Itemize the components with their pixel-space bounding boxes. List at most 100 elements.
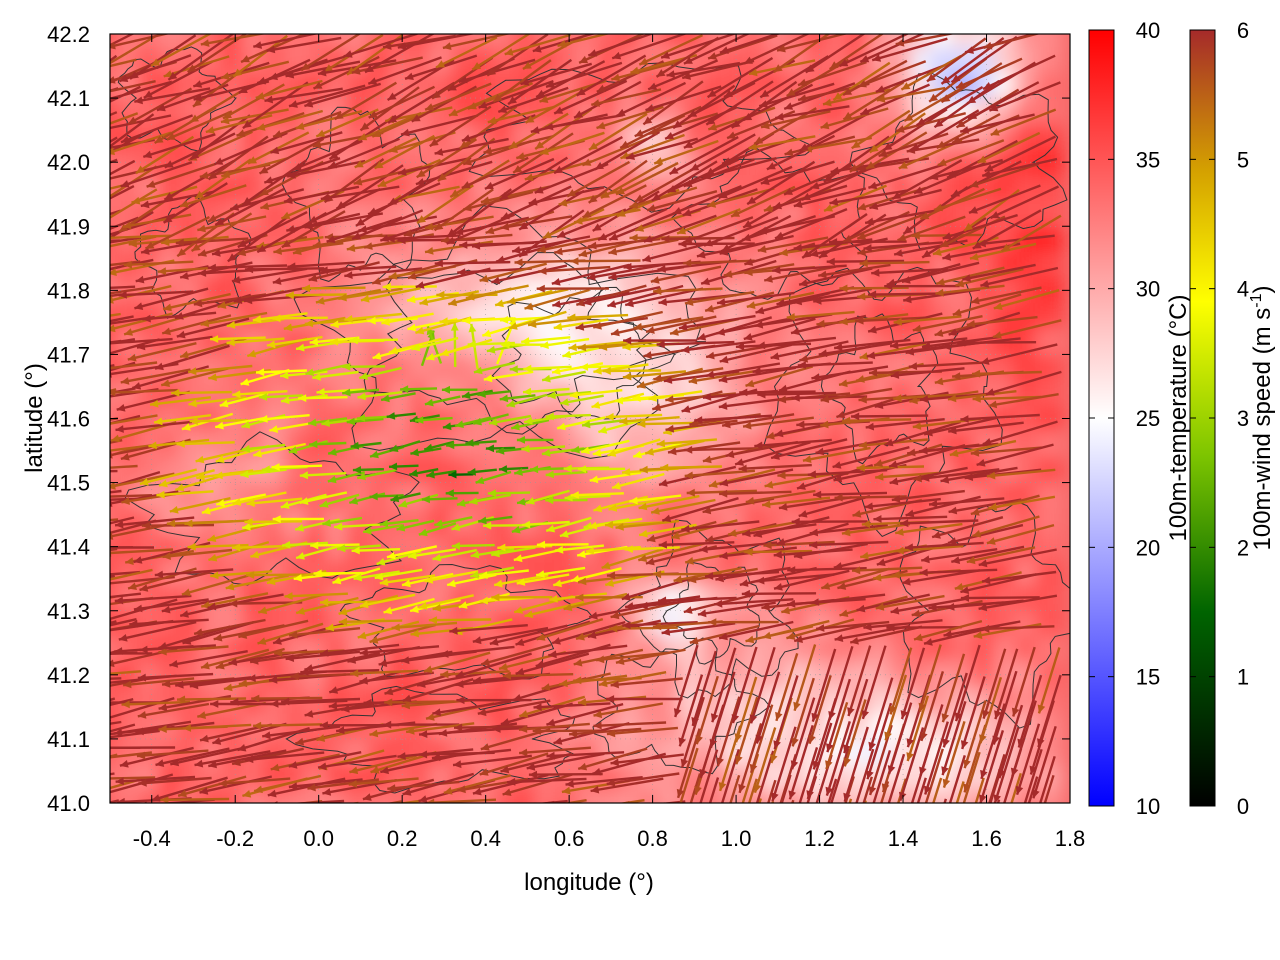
wind-arrow-shaft — [259, 414, 310, 421]
wind-arrow-head — [80, 699, 88, 707]
wind-arrow-head — [328, 448, 337, 456]
wind-arrow-shaft — [284, 592, 348, 598]
wind-arrow-head — [694, 811, 702, 820]
wind-arrow-head — [242, 197, 252, 205]
wind-arrow-shaft — [110, 751, 153, 759]
wind-arrow-head — [266, 45, 276, 54]
wind-arrow-head — [91, 84, 100, 91]
wind-arrow-head — [63, 378, 72, 386]
temperature-tick-label: 25 — [1136, 406, 1160, 431]
wind-arrow-head — [295, 737, 305, 746]
wind-arrow-head — [180, 610, 189, 618]
wind-arrow-head — [148, 441, 157, 450]
wind-arrow-shaft — [210, 570, 273, 578]
wind-arrow-head — [101, 744, 109, 752]
y-tick-label: 41.9 — [47, 214, 90, 239]
wind-arrow-head — [479, 810, 488, 818]
wind-arrow-head — [130, 71, 139, 79]
wind-arrow-head — [110, 583, 111, 588]
wind-arrow-head — [61, 631, 70, 639]
wind-arrow-head — [299, 471, 309, 480]
wind-arrow-shaft — [231, 267, 308, 283]
wind-arrow-head — [132, 382, 142, 390]
wind-arrow-head — [160, 795, 169, 803]
wind-arrow-head — [121, 135, 130, 144]
wind-arrow-head — [210, 571, 219, 580]
wind-arrow-head — [223, 683, 233, 692]
wind-arrow-head — [86, 579, 95, 587]
wind-arrow-head — [257, 244, 267, 253]
wind-arrow-head — [135, 727, 144, 736]
wind-arrow-shaft — [110, 34, 157, 65]
wind-arrow-head — [210, 335, 219, 343]
wind-arrow-head — [174, 312, 184, 320]
wind-arrow-shaft — [110, 80, 173, 100]
wind-arrow-head — [95, 627, 104, 635]
wind-arrow-head — [228, 658, 238, 666]
wind-arrow-head — [180, 350, 189, 359]
wind-arrow-shaft — [541, 800, 555, 803]
wind-arrow-head — [176, 330, 186, 339]
wind-arrow-head — [214, 471, 223, 480]
wind-arrow-shaft — [381, 807, 458, 818]
wind-arrow-shaft — [570, 259, 641, 263]
wind-arrow-shaft — [428, 618, 492, 622]
wind-arrow-shaft — [175, 676, 252, 687]
wind-arrow-shaft — [129, 34, 197, 80]
wind-arrow-shaft — [122, 677, 195, 687]
wind-arrow-shaft — [136, 335, 213, 349]
wind-arrow-head — [133, 604, 143, 613]
contour-line — [363, 252, 651, 435]
wind-arrow-shaft — [255, 79, 323, 100]
wind-arrow-head — [793, 811, 801, 820]
wind-arrow-head — [120, 453, 130, 461]
wind-arrow-head — [207, 534, 217, 542]
wind-arrow-head — [53, 59, 62, 66]
wind-arrow-head — [200, 319, 210, 328]
wind-arrow-shaft — [246, 573, 310, 577]
wind-arrow-shaft — [139, 644, 216, 652]
wind-arrow-shaft — [246, 497, 303, 506]
wind-arrow-head — [193, 80, 203, 88]
wind-arrow-shaft — [110, 112, 139, 125]
wind-arrow-head — [694, 841, 702, 850]
wind-arrow-head — [158, 647, 167, 656]
wind-arrow-head — [237, 239, 247, 247]
wind-arrow-shaft — [110, 285, 155, 295]
wind-arrow-head — [133, 556, 143, 564]
wind-arrow-shaft — [110, 361, 158, 370]
wind-arrow-head — [163, 215, 173, 223]
wind-arrow-head — [216, 499, 225, 507]
wind-arrow-shaft — [304, 317, 367, 326]
wind-arrow-shaft — [110, 414, 158, 425]
wind-arrow-head — [213, 810, 222, 818]
wind-arrow-head — [141, 521, 150, 530]
wind-arrow-shaft — [310, 543, 360, 547]
wind-arrow-head — [994, 863, 1001, 872]
wind-arrow-head — [293, 574, 303, 582]
wind-arrow-head — [85, 449, 94, 457]
wind-arrow-head — [922, 865, 929, 874]
wind-arrow-head — [169, 660, 179, 668]
wind-arrow-head — [116, 797, 125, 803]
wind-arrow-shaft — [791, 799, 795, 803]
wind-arrow-shaft — [494, 802, 511, 803]
wind-arrow-head — [84, 775, 92, 783]
wind-arrow-head — [243, 296, 253, 305]
wind-arrow-head — [49, 133, 58, 140]
wind-arrow-head — [162, 680, 171, 688]
wind-arrow-shaft — [382, 285, 437, 289]
y-tick-label: 41.4 — [47, 535, 90, 560]
wind-arrow-head — [161, 379, 170, 387]
wind-arrow-head — [220, 116, 230, 125]
wind-arrow-shaft — [867, 807, 890, 882]
wind-arrow-shaft — [257, 593, 323, 614]
wind-arrow-head — [207, 263, 216, 272]
wind-arrow-head — [110, 147, 116, 155]
wind-arrow-shaft — [110, 444, 154, 452]
wind-arrow-head — [242, 120, 252, 129]
y-axis-label: latitude (°) — [21, 363, 48, 473]
wind-arrow-head — [138, 778, 147, 787]
wind-arrow-head — [145, 241, 155, 249]
